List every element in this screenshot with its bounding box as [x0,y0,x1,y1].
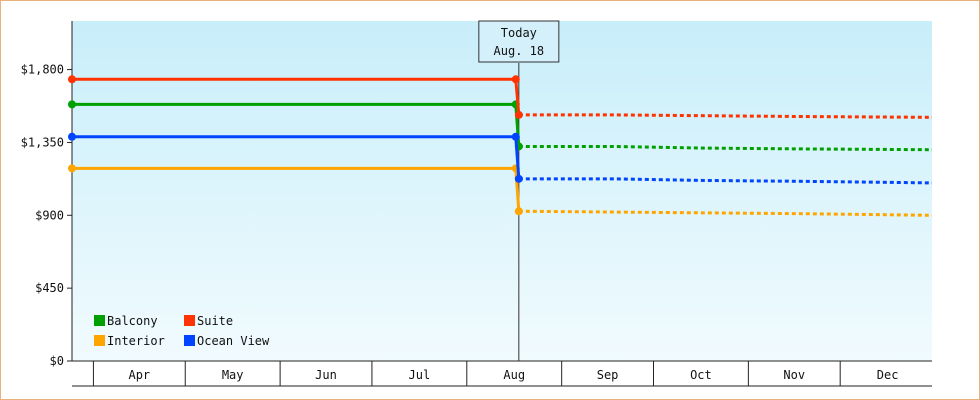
month-label: Dec [877,368,899,382]
data-point [68,75,76,84]
data-point [68,132,76,141]
y-tick-label: $900 [35,208,64,222]
series-drop [514,168,521,212]
month-label: Aug [503,368,525,382]
data-point [511,132,520,141]
month-label: Sep [597,368,619,382]
today-label: Today [501,26,537,40]
series-drop [514,79,521,116]
legend-label: Ocean View [197,334,270,348]
data-point [514,174,523,183]
today-date-label: Aug. 18 [494,44,545,58]
y-tick-label: $1,350 [21,135,64,149]
y-tick-label: $450 [35,281,64,295]
month-label: Jun [315,368,337,382]
series-drop [514,136,521,179]
legend-swatch [184,335,195,346]
data-point [68,164,76,173]
plot-area [72,21,932,361]
y-tick-label: $1,800 [21,63,64,77]
month-label: Jul [409,368,431,382]
series-forecast [518,113,933,119]
month-label: Nov [783,368,805,382]
legend-swatch [94,335,105,346]
data-point [514,207,523,216]
legend-label: Suite [197,314,233,328]
month-label: May [222,368,244,382]
legend-swatch [94,315,105,326]
series-forecast [518,144,933,152]
legend-label: Interior [107,334,165,348]
series-forecast [518,209,933,217]
data-point [514,110,523,119]
legend-label: Balcony [107,314,158,328]
y-tick-label: $0 [50,354,64,368]
month-label: Apr [128,368,150,382]
series-forecast [518,177,933,185]
today-box [478,20,560,63]
legend-swatch [184,315,195,326]
data-point [511,75,520,84]
month-label: Oct [690,368,712,382]
data-point [68,100,76,109]
